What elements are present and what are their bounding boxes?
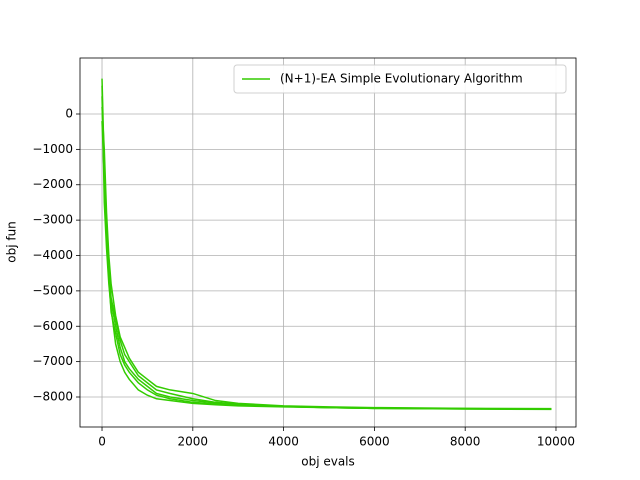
grid-layer xyxy=(80,58,576,427)
x-tick-label: 4000 xyxy=(268,435,299,449)
x-tick-label: 6000 xyxy=(359,435,390,449)
series-line xyxy=(101,85,552,410)
legend-box xyxy=(233,64,567,94)
series-line xyxy=(101,121,552,410)
y-tick-label: 0 xyxy=(65,106,73,120)
x-tick-label: 2000 xyxy=(178,435,209,449)
legend: (N+1)-EA Simple Evolutionary Algorithm xyxy=(233,64,567,94)
x-tick-label: 0 xyxy=(98,435,106,449)
y-tick-label: −5000 xyxy=(32,283,73,297)
y-tick-label: −6000 xyxy=(32,319,73,333)
legend-label: (N+1)-EA Simple Evolutionary Algorithm xyxy=(280,72,523,86)
y-axis-label: obj fun xyxy=(5,221,19,263)
series-line xyxy=(101,78,552,410)
y-tick-label: −1000 xyxy=(32,142,73,156)
lines-layer xyxy=(101,78,552,411)
y-tick-label: −2000 xyxy=(32,177,73,191)
series-line xyxy=(101,96,552,411)
x-axis-label: obj evals xyxy=(301,455,355,469)
y-tick-label: −4000 xyxy=(32,248,73,262)
x-tick-label: 10000 xyxy=(537,435,575,449)
y-tick-label: −3000 xyxy=(32,213,73,227)
y-tick-label: −7000 xyxy=(32,354,73,368)
y-tick-label: −8000 xyxy=(32,390,73,404)
x-tick-label: 8000 xyxy=(450,435,481,449)
plot-frame xyxy=(79,57,577,428)
series-line xyxy=(101,106,552,410)
